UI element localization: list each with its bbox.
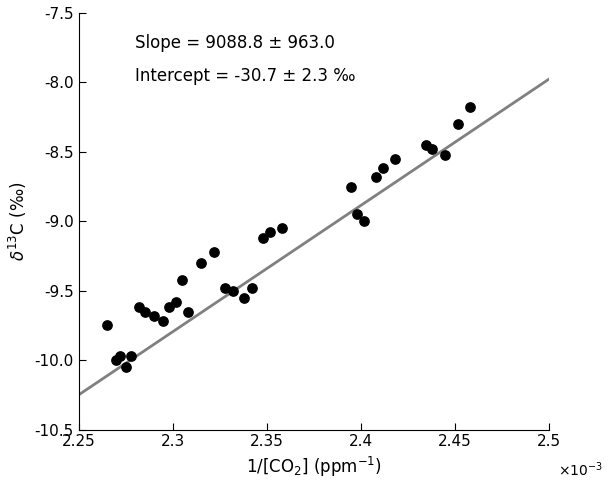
- Text: $\times10^{-3}$: $\times10^{-3}$: [558, 461, 603, 479]
- Point: [265, 228, 275, 236]
- Point: [228, 287, 238, 295]
- Point: [196, 259, 206, 267]
- Point: [378, 165, 388, 173]
- Y-axis label: $\delta^{13}$C (‰): $\delta^{13}$C (‰): [7, 181, 29, 261]
- Point: [149, 312, 159, 320]
- Point: [422, 141, 431, 149]
- Point: [220, 284, 230, 292]
- Text: Slope = 9088.8 ± 963.0: Slope = 9088.8 ± 963.0: [135, 34, 335, 52]
- Point: [159, 317, 168, 325]
- Point: [140, 308, 149, 315]
- Point: [112, 356, 121, 364]
- X-axis label: 1/[CO$_2$] (ppm$^{-1}$): 1/[CO$_2$] (ppm$^{-1}$): [246, 455, 382, 479]
- Point: [352, 210, 362, 218]
- Point: [164, 303, 174, 311]
- Point: [465, 104, 475, 111]
- Point: [115, 352, 125, 360]
- Point: [454, 120, 464, 128]
- Point: [440, 151, 450, 158]
- Point: [126, 352, 136, 360]
- Point: [209, 248, 219, 256]
- Point: [171, 298, 181, 306]
- Point: [371, 173, 381, 181]
- Point: [178, 276, 187, 283]
- Point: [102, 322, 112, 330]
- Point: [277, 225, 287, 232]
- Point: [121, 363, 131, 371]
- Point: [427, 145, 437, 153]
- Point: [247, 284, 257, 292]
- Point: [390, 155, 400, 163]
- Point: [134, 303, 144, 311]
- Point: [346, 183, 356, 191]
- Point: [183, 308, 193, 315]
- Text: Intercept = -30.7 ± 2.3 ‰: Intercept = -30.7 ± 2.3 ‰: [135, 67, 356, 85]
- Point: [258, 234, 268, 242]
- Point: [359, 217, 369, 225]
- Point: [239, 294, 249, 301]
